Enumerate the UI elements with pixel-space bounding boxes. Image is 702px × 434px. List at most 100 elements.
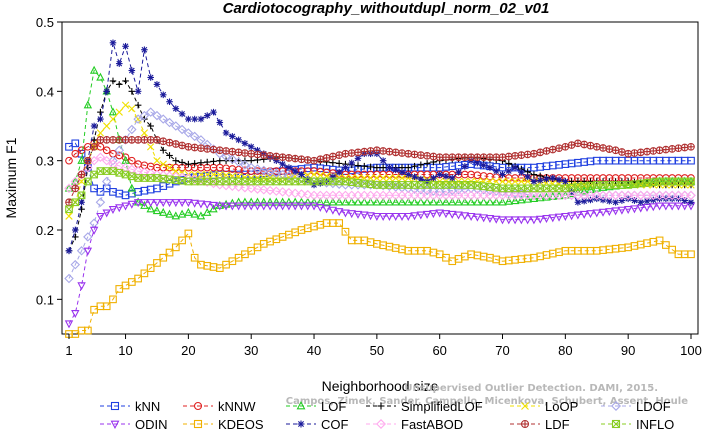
x-tick-label: 60 bbox=[432, 343, 446, 358]
data-point bbox=[416, 190, 426, 201]
data-point bbox=[196, 200, 206, 209]
data-point bbox=[472, 190, 483, 201]
data-point bbox=[190, 253, 199, 262]
data-point bbox=[171, 243, 180, 252]
data-point bbox=[341, 149, 350, 158]
data-point bbox=[296, 189, 307, 199]
data-point bbox=[397, 190, 407, 201]
data-point bbox=[108, 155, 118, 166]
data-point bbox=[573, 211, 583, 220]
data-point bbox=[272, 152, 281, 161]
data-point bbox=[265, 197, 275, 206]
data-point bbox=[359, 190, 370, 201]
data-point bbox=[554, 190, 564, 201]
x-axis-label: Neighborhood size bbox=[322, 378, 439, 394]
data-point bbox=[297, 202, 306, 211]
legend-item-kdeos: KDEOS bbox=[183, 417, 264, 432]
data-point bbox=[681, 197, 689, 204]
x-tick-label: 40 bbox=[307, 343, 321, 358]
data-point bbox=[234, 202, 243, 211]
data-point bbox=[96, 129, 105, 137]
data-point bbox=[687, 142, 695, 151]
data-point bbox=[222, 177, 230, 186]
data-point bbox=[630, 205, 639, 214]
data-point bbox=[177, 199, 187, 208]
legend-label: kNN bbox=[135, 399, 160, 414]
data-point bbox=[429, 248, 438, 257]
data-point bbox=[360, 162, 368, 170]
data-point bbox=[229, 133, 236, 140]
data-point bbox=[461, 163, 469, 170]
data-point bbox=[548, 145, 557, 154]
data-point bbox=[436, 171, 443, 178]
data-point bbox=[429, 210, 438, 219]
data-point bbox=[567, 183, 576, 192]
data-point bbox=[328, 197, 338, 206]
data-point bbox=[574, 139, 582, 148]
data-point bbox=[140, 269, 149, 278]
data-point bbox=[510, 190, 520, 201]
legend-label: COF bbox=[321, 417, 349, 432]
data-point bbox=[372, 212, 382, 221]
data-point bbox=[303, 189, 313, 200]
data-point bbox=[631, 197, 638, 204]
data-point bbox=[454, 211, 463, 220]
data-point bbox=[316, 171, 325, 179]
data-point bbox=[322, 197, 331, 206]
data-point bbox=[417, 161, 425, 169]
data-point bbox=[172, 157, 180, 164]
data-point bbox=[96, 72, 105, 81]
data-point bbox=[234, 148, 243, 157]
data-point bbox=[102, 146, 111, 155]
data-point bbox=[240, 197, 250, 206]
data-point bbox=[385, 197, 394, 206]
data-point bbox=[197, 115, 205, 123]
data-point bbox=[460, 190, 470, 201]
data-point bbox=[95, 197, 106, 208]
data-point bbox=[203, 145, 212, 153]
data-point bbox=[504, 216, 514, 225]
data-point bbox=[64, 320, 74, 329]
data-point bbox=[642, 190, 652, 201]
data-point bbox=[605, 208, 614, 217]
series-line bbox=[68, 201, 691, 324]
data-point bbox=[341, 197, 350, 206]
data-point bbox=[303, 156, 312, 164]
data-point bbox=[197, 159, 205, 167]
data-point bbox=[190, 170, 199, 179]
data-point bbox=[101, 155, 112, 166]
data-point bbox=[253, 197, 262, 206]
data-point bbox=[284, 197, 294, 206]
data-point bbox=[127, 156, 136, 165]
data-point bbox=[65, 212, 73, 220]
data-point bbox=[108, 206, 118, 215]
data-point bbox=[272, 197, 281, 206]
data-point bbox=[285, 154, 293, 162]
data-point bbox=[478, 190, 489, 201]
data-point bbox=[668, 245, 677, 254]
data-point bbox=[158, 114, 168, 124]
data-point bbox=[410, 181, 419, 189]
data-point bbox=[555, 176, 563, 184]
data-point bbox=[97, 108, 104, 116]
data-point bbox=[334, 190, 344, 201]
data-point bbox=[278, 197, 287, 206]
data-point bbox=[89, 155, 99, 166]
data-point bbox=[535, 190, 545, 201]
legend-marker bbox=[110, 420, 120, 430]
data-point bbox=[637, 198, 645, 206]
data-point bbox=[90, 170, 98, 179]
data-point bbox=[447, 190, 457, 201]
data-point bbox=[134, 88, 142, 95]
data-point bbox=[134, 101, 142, 109]
data-point bbox=[109, 77, 117, 85]
data-point bbox=[411, 162, 418, 170]
data-point bbox=[134, 274, 142, 283]
data-point bbox=[71, 176, 80, 185]
legend-marker bbox=[520, 419, 530, 429]
data-point bbox=[103, 88, 110, 95]
data-point bbox=[259, 185, 269, 195]
data-point bbox=[423, 160, 431, 167]
data-point bbox=[611, 146, 620, 155]
data-point bbox=[64, 183, 74, 192]
